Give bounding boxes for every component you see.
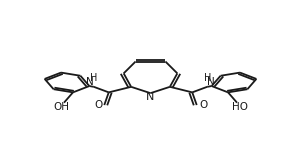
Text: OH: OH [53, 102, 69, 112]
Text: HO: HO [232, 102, 248, 112]
Text: N: N [207, 77, 215, 87]
Text: N: N [86, 77, 94, 87]
Text: H: H [90, 73, 97, 83]
Text: O: O [94, 100, 102, 110]
Text: O: O [199, 100, 207, 110]
Text: N: N [146, 92, 155, 102]
Text: H: H [204, 73, 211, 83]
